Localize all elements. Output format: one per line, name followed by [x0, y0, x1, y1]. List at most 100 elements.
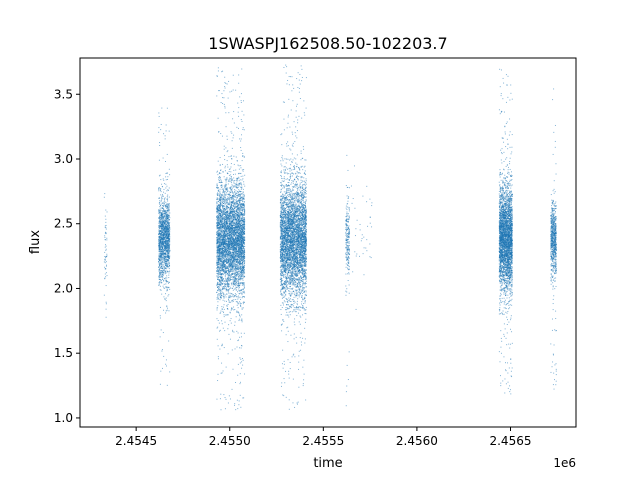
- data-point: [237, 238, 239, 240]
- data-point: [242, 264, 244, 266]
- data-point: [224, 255, 226, 257]
- data-point: [237, 261, 239, 263]
- data-point: [165, 220, 167, 222]
- data-point: [169, 256, 171, 258]
- data-point: [225, 274, 227, 276]
- data-point: [237, 219, 239, 221]
- data-point: [226, 214, 228, 216]
- data-point: [231, 308, 233, 310]
- data-point: [160, 248, 162, 250]
- data-point: [243, 276, 245, 278]
- data-point: [235, 221, 237, 223]
- data-point: [227, 252, 229, 254]
- data-point: [236, 229, 238, 231]
- data-point: [166, 256, 168, 258]
- data-point: [222, 370, 224, 372]
- data-point: [239, 260, 241, 262]
- data-point: [224, 224, 226, 226]
- data-point: [240, 304, 242, 306]
- data-point: [238, 189, 240, 191]
- data-point: [162, 229, 164, 231]
- data-point: [167, 219, 169, 221]
- data-point: [162, 225, 164, 227]
- data-point: [224, 226, 226, 228]
- data-point: [168, 229, 170, 231]
- data-point: [240, 191, 242, 193]
- data-point: [219, 240, 221, 242]
- data-point: [224, 397, 226, 399]
- data-point: [159, 253, 161, 255]
- data-point: [231, 249, 233, 251]
- data-point: [218, 246, 220, 248]
- data-point: [160, 259, 162, 261]
- data-point: [105, 245, 107, 247]
- data-point: [160, 248, 162, 250]
- data-point: [235, 225, 237, 227]
- data-point: [224, 259, 226, 261]
- data-point: [243, 210, 245, 212]
- data-point: [166, 204, 168, 206]
- data-point: [221, 252, 223, 254]
- data-point: [219, 280, 221, 282]
- data-point: [162, 270, 164, 272]
- data-point: [232, 173, 234, 175]
- data-point: [220, 180, 222, 182]
- data-point: [243, 169, 245, 171]
- data-point: [158, 238, 160, 240]
- data-point: [161, 212, 163, 214]
- data-point: [225, 207, 227, 209]
- data-point: [225, 179, 227, 181]
- data-point: [234, 275, 236, 277]
- data-point: [160, 253, 162, 255]
- data-point: [229, 274, 231, 276]
- data-point: [159, 241, 161, 243]
- data-point: [228, 80, 230, 82]
- data-point: [242, 218, 244, 220]
- data-point: [159, 245, 161, 247]
- data-point: [238, 177, 240, 179]
- data-point: [224, 76, 226, 78]
- data-point: [240, 186, 242, 188]
- data-point: [167, 295, 169, 297]
- data-point: [164, 267, 166, 269]
- data-point: [236, 211, 238, 212]
- data-point: [161, 270, 163, 272]
- data-point: [164, 225, 166, 227]
- data-point: [104, 246, 106, 248]
- data-point: [222, 288, 224, 290]
- data-point: [238, 191, 240, 193]
- data-point: [161, 249, 163, 251]
- data-point: [222, 267, 223, 269]
- data-point: [166, 286, 168, 288]
- data-point: [217, 254, 219, 256]
- data-point: [167, 200, 169, 202]
- data-point: [230, 309, 232, 311]
- data-point: [228, 288, 230, 290]
- data-point: [163, 258, 165, 260]
- data-point: [216, 202, 218, 204]
- data-point: [168, 219, 170, 221]
- data-point: [219, 227, 221, 229]
- data-point: [240, 347, 242, 349]
- data-point: [217, 160, 219, 162]
- data-point: [218, 233, 220, 235]
- data-point: [241, 264, 243, 266]
- data-point: [222, 283, 224, 285]
- data-point: [216, 221, 218, 223]
- data-point: [220, 263, 222, 265]
- data-point: [236, 193, 238, 195]
- data-point: [160, 179, 162, 181]
- data-point: [165, 228, 167, 230]
- data-point: [232, 271, 234, 273]
- data-point: [159, 224, 161, 226]
- data-point: [167, 235, 169, 237]
- data-point: [103, 261, 105, 263]
- data-point: [226, 251, 228, 253]
- data-point: [158, 230, 160, 232]
- data-point: [166, 223, 168, 225]
- data-point: [233, 219, 235, 221]
- data-point: [227, 282, 229, 284]
- data-point: [231, 259, 233, 261]
- data-point: [230, 276, 232, 278]
- data-point: [161, 213, 163, 215]
